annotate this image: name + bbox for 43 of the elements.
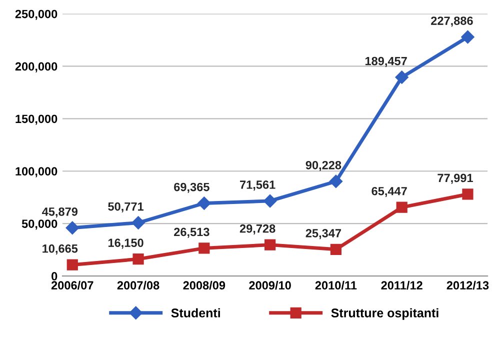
y-tick-label: 150,000	[16, 114, 58, 125]
point	[198, 242, 210, 254]
point	[395, 70, 408, 84]
legend-label: Strutture ospitanti	[331, 308, 438, 320]
data-label: 50,771	[108, 202, 144, 212]
data-label: 77,991	[438, 174, 473, 184]
x-tick-label: 2012/13	[446, 280, 489, 290]
y-tick-label: 50,000	[22, 220, 58, 230]
data-label: 71,561	[240, 180, 276, 191]
y-tick-label: 250,000	[15, 10, 58, 20]
data-label: 45,879	[42, 207, 78, 218]
data-label: 90,228	[306, 160, 342, 172]
x-tick-label: 2007/08	[117, 280, 160, 290]
x-tick-label: 2008/09	[183, 280, 226, 290]
y-tick-label: 100,000	[16, 167, 58, 178]
data-label: 26,513	[174, 228, 210, 238]
data-label: 69,365	[174, 182, 210, 193]
y-tick-label: 200,000	[15, 62, 58, 72]
point	[263, 194, 277, 208]
x-tick-label: 2006/07	[51, 280, 94, 290]
point	[198, 196, 211, 210]
data-label: 10,665	[42, 244, 78, 254]
data-label: 227,886	[431, 16, 473, 27]
data-label: 65,447	[372, 186, 407, 198]
point	[264, 239, 276, 250]
point	[132, 216, 145, 230]
x-tick-label: 2009/10	[249, 280, 291, 290]
x-tick-label: 2011/12	[381, 280, 422, 290]
data-label: 25,347	[306, 229, 341, 240]
point	[66, 221, 79, 234]
point	[396, 202, 408, 213]
data-label: 189,457	[365, 56, 407, 67]
point	[66, 259, 78, 270]
point	[330, 244, 342, 255]
x-tick-label: 2010/11	[315, 280, 357, 290]
point	[461, 30, 474, 44]
y-tick-label: 0	[52, 272, 58, 280]
legend-label: Studenti	[171, 308, 220, 318]
point	[329, 174, 343, 188]
data-label: 29,728	[240, 224, 276, 234]
point	[462, 188, 474, 200]
data-label: 16,150	[108, 238, 144, 249]
point	[132, 254, 144, 265]
